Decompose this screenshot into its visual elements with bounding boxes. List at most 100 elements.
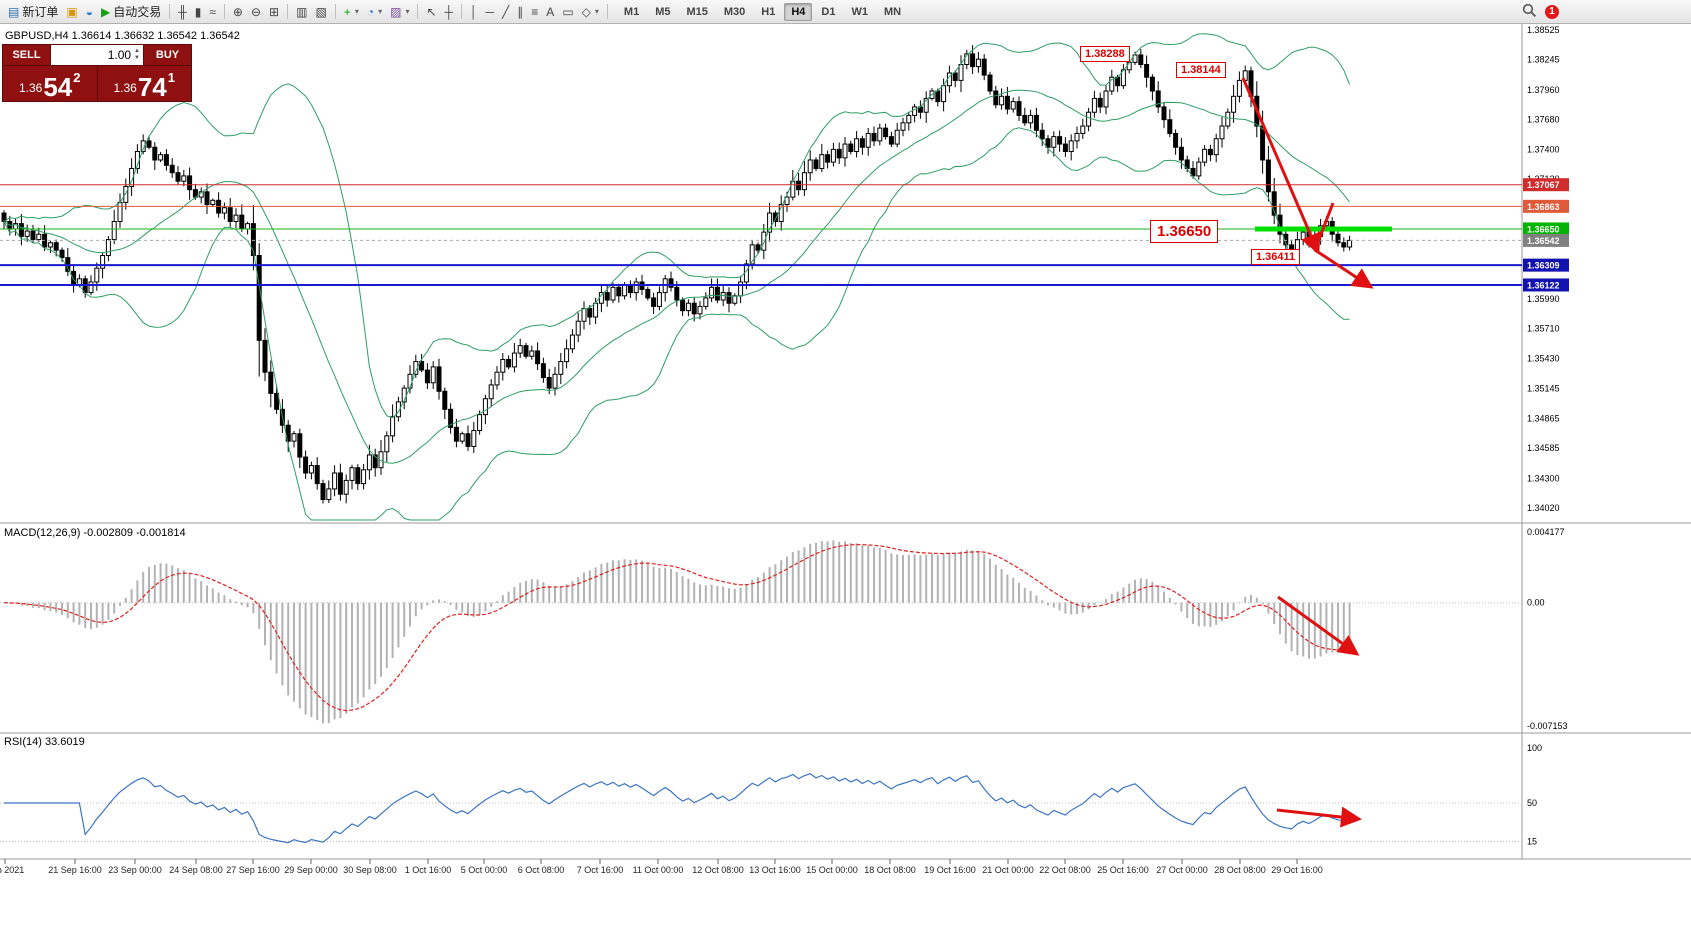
price-tag [1523,222,1569,236]
indicators-icon[interactable]: + ▾ [340,2,363,22]
spinner-down-icon[interactable]: ▼ [134,55,140,61]
time-axis-label: 21 Oct 00:00 [982,865,1034,875]
trend-arrow[interactable] [1276,806,1362,828]
channel-icon[interactable]: ∥ [513,2,527,22]
price-annotation[interactable]: 1.36650 [1150,220,1219,243]
price-axis-label: 1.35145 [1527,384,1560,394]
search-icon[interactable] [1522,3,1537,21]
notification-badge[interactable]: 1 [1545,4,1559,19]
candlestick-chart-icon[interactable]: ▮ [191,2,206,22]
chevron-down-icon: ▾ [405,7,410,16]
price-tag-label: 1.36650 [1527,224,1560,234]
rsi-axis-label: 50 [1527,798,1537,808]
price-axis-label: 1.35990 [1527,294,1560,304]
bollinger-upper [3,33,1351,419]
tf-button-m15[interactable]: M15 [686,5,708,18]
cursor-icon[interactable]: ↖ [422,2,440,22]
time-axis-label: 25 Oct 16:00 [1097,865,1149,875]
toolbar-separator [417,4,419,19]
cascade-icon: ▧ [315,4,327,19]
shapes-icon[interactable]: ◇ ▾ [578,2,603,22]
tf-button-m1[interactable]: M1 [623,5,640,18]
tf-button-m5[interactable]: M5 [655,5,671,18]
trend-arrow[interactable] [1313,202,1374,289]
pane-separator[interactable] [0,521,1691,526]
bid-price[interactable]: 1.36 54 2 [3,66,98,101]
price-axis-label: 1.38245 [1527,55,1560,65]
sell-button[interactable]: SELL [12,49,41,61]
bars-chart-icon[interactable]: ╫ [174,2,191,22]
price-tag [1523,258,1569,272]
autotrading-button[interactable]: ▶ 自动交易 [97,2,165,22]
time-axis-label: 13 Oct 16:00 [749,865,801,875]
tf-button-h1[interactable]: H1 [761,5,776,18]
toolbar-separator [169,4,171,19]
ask-price-big: 74 [137,71,167,102]
auto-arrange-icon[interactable]: ▥ [292,2,311,22]
time-axis-label: 1 Oct 16:00 [405,865,452,875]
bid-price-big: 54 [43,71,73,102]
trend-arrow[interactable] [1241,77,1321,255]
tf-button-m30[interactable]: M30 [723,5,746,18]
time-axis[interactable] [0,859,1522,881]
trendline-icon[interactable]: ╱ [498,2,513,22]
bollinger-lower [3,127,1350,521]
zoom-out-icon[interactable]: ⊖ [247,2,265,22]
time-axis-label: 24 Sep 08:00 [169,865,223,875]
text-label-icon[interactable]: ▭ [558,2,577,22]
tf-button-h4[interactable]: H4 [784,2,813,21]
new-order-button: ▤ [8,4,20,19]
time-axis-label: 6 Oct 08:00 [518,865,565,875]
periods-icon[interactable]: ◔ ▾ [363,2,386,22]
price-axis-label: 1.37960 [1527,85,1560,95]
tf-button-d1[interactable]: D1 [821,5,836,18]
cascade-icon[interactable]: ▧ [311,2,330,22]
vertical-line-icon[interactable]: │ [466,2,482,22]
tf-button-w1[interactable]: W1 [851,5,868,18]
price-axis-label: 1.34300 [1527,473,1560,483]
fibonacci-icon[interactable]: ≡ [527,2,542,22]
zoom-in-icon[interactable]: ⊕ [229,2,247,22]
horizontal-line-icon: ─ [485,4,495,19]
rsi-axis-label: 100 [1527,743,1542,753]
price-annotation[interactable]: 1.38288 [1080,46,1130,62]
toolbar-separator [223,4,225,19]
price-annotation[interactable]: 1.36411 [1251,249,1301,265]
tile-windows-icon: ⊞ [269,4,280,19]
tf-button-mn[interactable]: MN [883,5,902,18]
buy-button[interactable]: BUY [155,49,180,61]
time-axis-label: 18 Oct 08:00 [864,865,916,875]
time-axis-label: Sep 2021 [0,865,24,875]
spinner-up-icon[interactable]: ▲ [134,48,140,55]
new-order-button[interactable]: ▤ 新订单 [4,2,62,22]
market-icon[interactable]: ▣ [62,2,81,22]
support-icon[interactable]: ◒ [82,2,97,22]
ask-price-small: 1.36 [113,81,137,95]
macd-header: MACD(12,26,9) -0.002809 -0.001814 [4,527,186,539]
lot-spinner[interactable]: ▲ ▼ [134,48,140,61]
rsi-pane[interactable] [0,735,1522,858]
toolbar-separator [606,4,608,19]
trend-arrow[interactable] [1277,595,1360,656]
time-axis-label: 5 Oct 00:00 [461,865,508,875]
periods-icon: ◔ [366,4,375,19]
line-chart-icon[interactable]: ≈ [205,2,220,22]
tile-windows-icon[interactable]: ⊞ [265,2,283,22]
crosshair-icon[interactable]: ┼ [441,2,458,22]
text-icon[interactable]: A [542,2,558,22]
chevron-down-icon: ▾ [594,7,599,16]
time-axis-label: 29 Sep 00:00 [284,865,338,875]
bars-chart-icon: ╫ [178,4,187,19]
templates-icon[interactable]: ▨ ▾ [386,2,413,22]
ask-price[interactable]: 1.36 74 1 [98,66,192,101]
fibonacci-icon: ≡ [531,4,539,19]
main-chart-pane[interactable] [0,24,1522,521]
horizontal-line-icon[interactable]: ─ [482,2,499,22]
price-annotation[interactable]: 1.38144 [1176,62,1226,78]
lot-size-input[interactable]: 1.00 ▲ ▼ [50,45,144,65]
time-axis-label: 11 Oct 00:00 [633,865,684,875]
templates-icon: ▨ [390,4,402,19]
pane-separator[interactable] [0,731,1691,736]
text-label-icon: ▭ [562,4,574,19]
macd-pane[interactable] [0,525,1522,730]
